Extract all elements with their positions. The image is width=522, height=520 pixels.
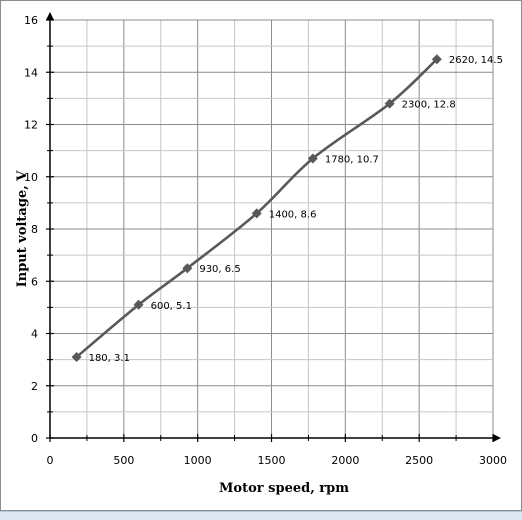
x-axis-title: Motor speed, rpm	[219, 481, 349, 496]
data-label: 2300, 12.8	[402, 100, 456, 111]
y-tick-label: 12	[24, 119, 38, 132]
series-line	[71, 54, 442, 363]
y-tick-label: 2	[31, 380, 38, 393]
y-axis-arrowhead	[46, 12, 54, 20]
data-point-marker	[251, 208, 262, 219]
x-tick-label: 2500	[405, 454, 433, 467]
data-label: 1400, 8.6	[269, 209, 317, 220]
y-tick-label: 10	[24, 171, 38, 184]
y-tick-label: 16	[24, 14, 38, 27]
data-label: 180, 3.1	[89, 353, 130, 364]
grid-lines	[50, 19, 494, 438]
data-point-marker	[307, 153, 318, 164]
data-label: 600, 5.1	[151, 301, 192, 312]
data-label: 930, 6.5	[199, 264, 240, 275]
x-tick-label: 500	[113, 454, 134, 467]
x-tick-label: 3000	[479, 454, 507, 467]
data-label: 1780, 10.7	[325, 154, 379, 165]
data-point-marker	[133, 299, 144, 310]
data-point-marker	[384, 98, 395, 109]
axes: 0 500 1000 1500 2000 2500 3000 0 2 4 6 8 10 12 14 16	[24, 12, 507, 467]
data-labels: 180, 3.1 600, 5.1 930, 6.5 1400, 8.6 1780, 1…	[89, 55, 503, 364]
data-point-marker	[431, 54, 442, 65]
y-tick-label: 6	[31, 275, 38, 288]
data-point-marker	[182, 263, 193, 274]
y-tick-label: 14	[24, 66, 38, 79]
data-point-marker	[71, 352, 82, 363]
x-axis-arrowhead	[493, 434, 501, 442]
series-line-path	[75, 58, 438, 359]
x-tick-label: 1000	[184, 454, 212, 467]
y-tick-label: 4	[31, 328, 38, 341]
y-axis-title: Input voltage, V	[15, 170, 30, 288]
x-tick-label: 2000	[331, 454, 359, 467]
data-label: 2620, 14.5	[449, 55, 503, 66]
x-tick-label: 0	[47, 454, 54, 467]
window-bottom-strip	[0, 511, 522, 520]
y-tick-label: 0	[31, 432, 38, 445]
x-tick-label: 1500	[258, 454, 286, 467]
y-tick-label: 8	[31, 223, 38, 236]
